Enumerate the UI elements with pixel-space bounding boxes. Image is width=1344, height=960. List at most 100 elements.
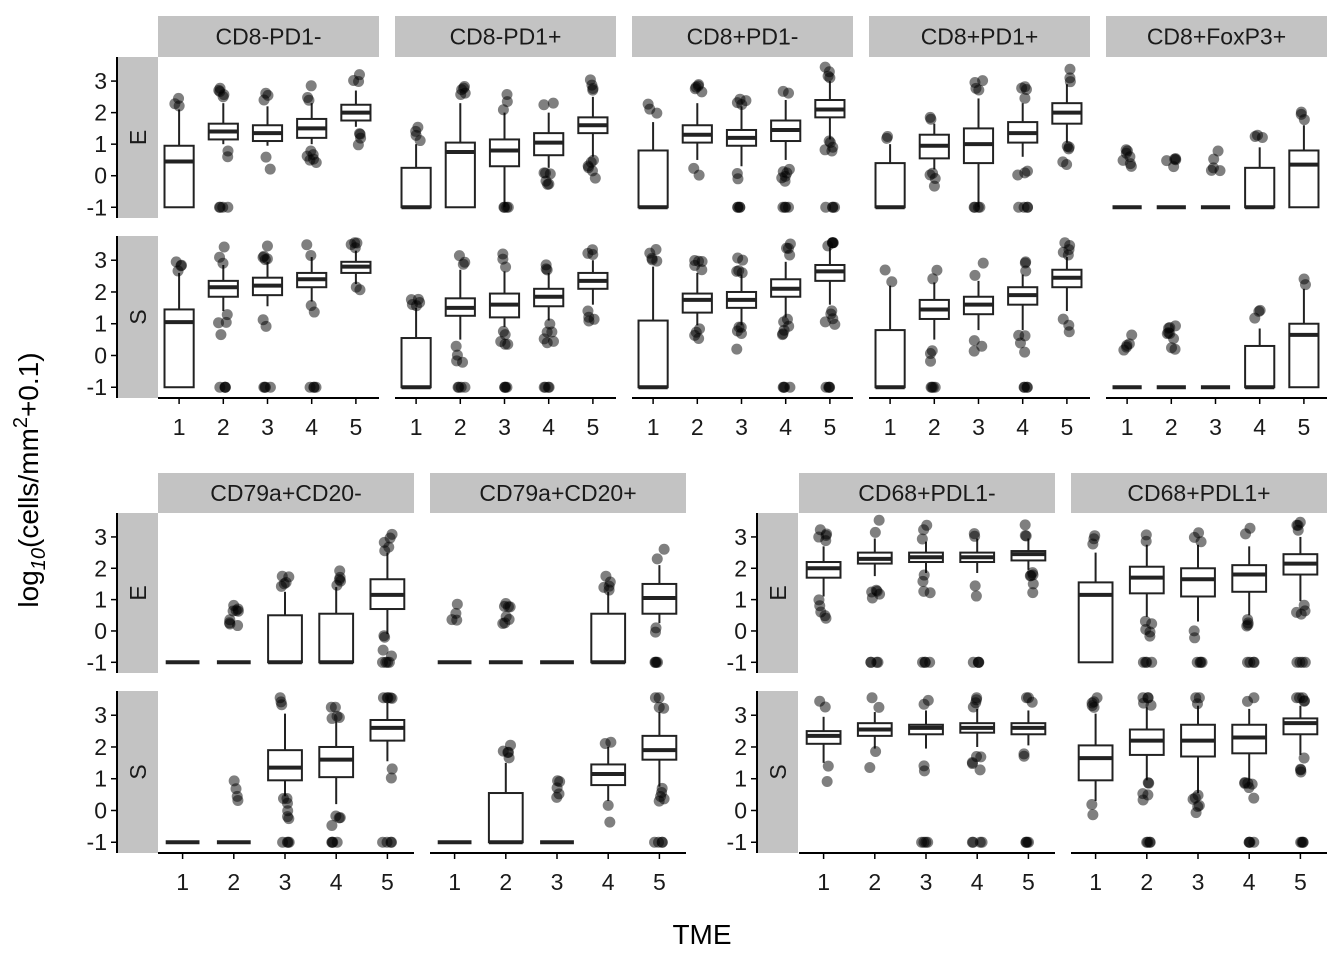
facet-strip bbox=[158, 473, 414, 513]
outlier-point bbox=[258, 381, 270, 393]
x-tick-label: 5 bbox=[1061, 414, 1074, 440]
box-group bbox=[874, 264, 906, 390]
outlier-point bbox=[333, 711, 345, 723]
box-iqr bbox=[400, 166, 432, 209]
outlier-point bbox=[731, 343, 743, 355]
outlier-point bbox=[1298, 273, 1310, 285]
box-group bbox=[962, 257, 995, 357]
outlier-point bbox=[826, 145, 838, 157]
box-group bbox=[681, 79, 713, 181]
outlier-point bbox=[214, 251, 226, 263]
outlier-point bbox=[261, 240, 273, 252]
outlier-point bbox=[974, 764, 986, 776]
outlier-point bbox=[822, 760, 834, 772]
outlier-point bbox=[349, 237, 361, 249]
outlier-point bbox=[410, 300, 422, 312]
outlier-point bbox=[379, 545, 391, 557]
outlier-point bbox=[539, 381, 551, 393]
y-tick-label: -1 bbox=[727, 649, 747, 675]
outlier-point bbox=[783, 87, 795, 99]
facet-strip-label: CD68+PDL1+ bbox=[1127, 480, 1270, 506]
outlier-point bbox=[642, 98, 654, 110]
outlier-point bbox=[966, 836, 978, 848]
box-group bbox=[400, 121, 432, 210]
outlier-point bbox=[222, 201, 234, 213]
y-tick-label: -1 bbox=[87, 829, 107, 855]
box-group bbox=[641, 692, 678, 848]
box-group bbox=[725, 252, 758, 355]
row-strip bbox=[758, 513, 798, 673]
box-group bbox=[296, 80, 328, 169]
outlier-point bbox=[605, 736, 617, 748]
outlier-point bbox=[1144, 836, 1156, 848]
outlier-point bbox=[881, 132, 893, 144]
outlier-point bbox=[302, 92, 314, 104]
box-group bbox=[533, 259, 565, 393]
outlier-point bbox=[1064, 240, 1076, 252]
outlier-point bbox=[224, 614, 236, 626]
outlier-point bbox=[1169, 153, 1181, 165]
x-tick-label: 5 bbox=[1298, 414, 1311, 440]
y-axis-title-sup: 2 bbox=[10, 417, 32, 428]
y-tick-label: 0 bbox=[94, 163, 107, 189]
outlier-point bbox=[967, 656, 979, 668]
outlier-point bbox=[1019, 92, 1031, 104]
box-group bbox=[267, 570, 303, 665]
outlier-point bbox=[1014, 337, 1026, 349]
outlier-point bbox=[231, 790, 243, 802]
facet-strip bbox=[799, 473, 1055, 513]
box-group bbox=[533, 97, 565, 190]
outlier-point bbox=[1208, 153, 1220, 165]
y-tick-label: -1 bbox=[87, 649, 107, 675]
box-group bbox=[681, 255, 713, 344]
outlier-point bbox=[169, 98, 181, 110]
outlier-point bbox=[538, 99, 550, 111]
outlier-point bbox=[919, 656, 931, 668]
box-iqr bbox=[681, 292, 713, 314]
outlier-point bbox=[213, 317, 225, 329]
outlier-point bbox=[922, 836, 934, 848]
facet-strip-label: CD8+PD1+ bbox=[921, 24, 1039, 50]
outlier-point bbox=[653, 701, 665, 713]
box-group bbox=[267, 692, 303, 848]
outlier-point bbox=[921, 519, 933, 531]
outlier-point bbox=[1140, 656, 1152, 668]
outlier-point bbox=[1027, 587, 1039, 599]
outlier-point bbox=[260, 320, 272, 332]
facet-strip-label: CD68+PDL1- bbox=[858, 480, 995, 506]
outlier-point bbox=[976, 836, 988, 848]
outlier-point bbox=[1137, 794, 1149, 806]
box-iqr bbox=[267, 749, 303, 782]
box-group bbox=[1282, 692, 1319, 848]
x-tick-label: 5 bbox=[350, 414, 363, 440]
x-tick-label: 2 bbox=[691, 414, 704, 440]
outlier-point bbox=[928, 180, 940, 192]
outlier-point bbox=[823, 135, 835, 147]
box-iqr bbox=[1288, 149, 1320, 209]
outlier-point bbox=[502, 338, 514, 350]
box-group bbox=[856, 514, 893, 668]
outlier-point bbox=[1022, 201, 1034, 213]
outlier-point bbox=[814, 695, 826, 707]
outlier-point bbox=[261, 253, 273, 265]
outlier-point bbox=[784, 249, 796, 261]
y-tick-label: 3 bbox=[94, 68, 107, 94]
outlier-point bbox=[228, 775, 240, 787]
outlier-point bbox=[276, 699, 288, 711]
outlier-point bbox=[1205, 164, 1217, 176]
outlier-point bbox=[690, 326, 702, 338]
y-tick-label: 1 bbox=[94, 131, 107, 157]
outlier-point bbox=[457, 356, 469, 368]
box-group bbox=[590, 570, 627, 665]
outlier-point bbox=[1144, 630, 1156, 642]
row-strip bbox=[758, 691, 798, 853]
outlier-point bbox=[385, 772, 397, 784]
box-group bbox=[296, 239, 328, 393]
box-group bbox=[369, 528, 406, 668]
box-iqr bbox=[874, 162, 906, 209]
outlier-point bbox=[821, 528, 833, 540]
box-iqr bbox=[163, 144, 195, 209]
box-iqr bbox=[318, 745, 355, 779]
outlier-point bbox=[381, 692, 393, 704]
outlier-point bbox=[1164, 327, 1176, 339]
